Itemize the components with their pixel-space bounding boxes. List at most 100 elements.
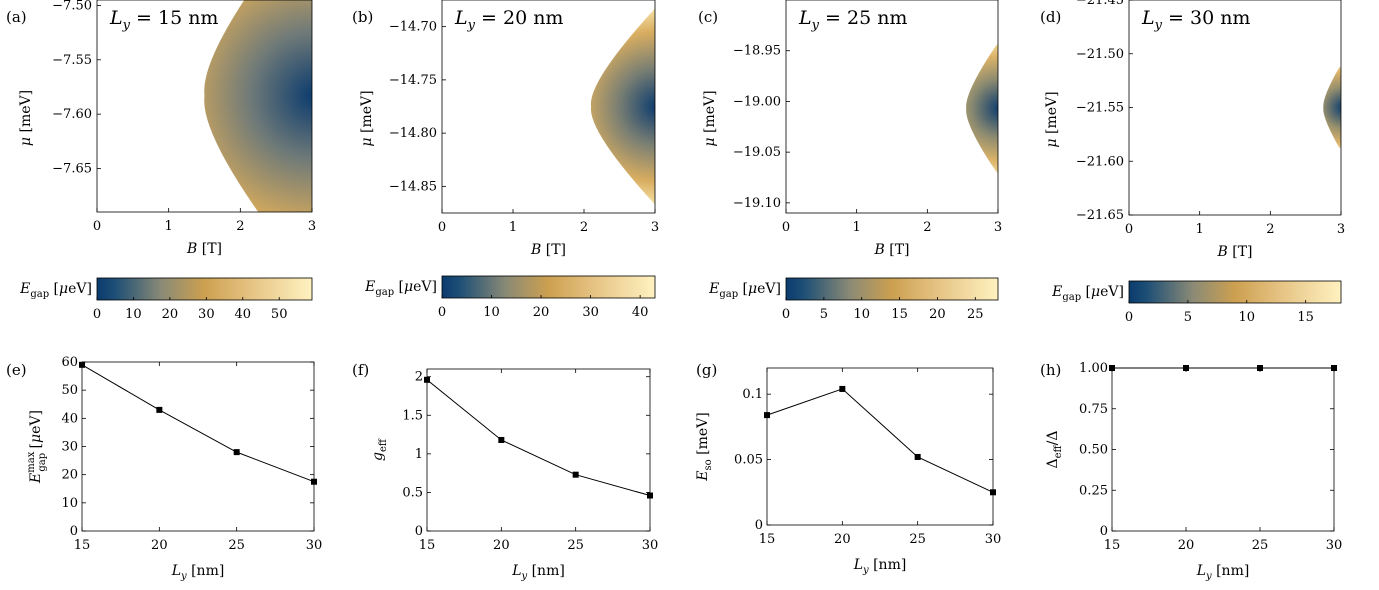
y-axis-label: Eso [meV] <box>695 412 714 481</box>
colorbar-tick-label: 30 <box>582 305 599 320</box>
x-tick-label: 0 <box>782 220 790 235</box>
plot-frame <box>81 361 315 532</box>
x-tick-label: 0 <box>1125 222 1133 237</box>
data-point <box>311 478 317 485</box>
colorbar-label-mu: μ <box>1091 284 1100 300</box>
y-axis-label-unit: [ <box>28 443 44 453</box>
x-tick-label: 3 <box>994 220 1002 235</box>
data-point <box>990 489 996 496</box>
x-axis-label-unit: [T] <box>197 241 222 257</box>
y-tick-label: −21.55 <box>1076 101 1124 116</box>
y-tick-label: −7.65 <box>52 162 92 177</box>
colorbar-label-end: eV] <box>413 279 437 295</box>
annotation-symbol: L <box>1141 7 1155 29</box>
colorbar-label-subscript: gap <box>719 289 738 300</box>
colorbar-label-end: eV] <box>757 281 781 297</box>
y-axis-label-symbol: μ <box>18 137 34 146</box>
plot-frame <box>1111 367 1335 532</box>
colorbar <box>96 277 313 301</box>
y-tick-label: −14.70 <box>389 20 437 35</box>
colorbar-tick-label: 15 <box>891 307 908 322</box>
y-axis-label-subscript: eff <box>378 438 389 452</box>
x-tick-label: 2 <box>236 219 244 234</box>
annotation-subscript: y <box>122 18 131 33</box>
plot-frame <box>441 0 656 214</box>
colorbar-label-end: eV] <box>1100 284 1124 300</box>
plot-frame <box>766 367 994 526</box>
y-axis-label-unit: [meV] <box>359 90 375 137</box>
y-axis-label-mu: μ <box>28 434 44 443</box>
y-tick-label: −19.05 <box>733 145 781 160</box>
y-axis-label-subscript: so <box>703 459 714 470</box>
colorbar-label-symbol: E <box>708 281 719 297</box>
y-tick-label: 2 <box>415 370 423 385</box>
data-point <box>498 436 505 443</box>
panel-annotation: Ly = 15 nm <box>109 7 218 33</box>
x-axis-label-unit: [T] <box>541 242 566 258</box>
x-axis-label: Ly [nm] <box>171 563 225 582</box>
colorbar <box>1128 280 1342 304</box>
colorbar-tick-label: 20 <box>162 307 179 322</box>
x-tick-label: 30 <box>306 538 323 553</box>
panel-annotation: Ly = 30 nm <box>1141 7 1250 33</box>
x-tick-label: 30 <box>1326 538 1343 553</box>
colorbar-tick-label: 50 <box>271 307 288 322</box>
x-tick-label: 25 <box>567 538 584 553</box>
panel-label: (e) <box>6 361 27 379</box>
x-tick-label: 3 <box>1337 222 1345 237</box>
topological-gap-region <box>1323 66 1341 149</box>
series-line <box>81 364 315 483</box>
colorbar-tick-label: 0 <box>93 307 101 322</box>
x-tick-label: 30 <box>642 538 659 553</box>
y-tick-label: 50 <box>61 383 78 398</box>
x-tick-label: 0 <box>438 220 446 235</box>
x-axis-label-subscript: y <box>520 571 527 582</box>
y-tick-label: 20 <box>61 468 78 483</box>
y-tick-label: −19.10 <box>733 196 781 211</box>
x-axis-label-symbol: L <box>1196 563 1206 579</box>
colorbar-tick-label: 20 <box>929 307 946 322</box>
y-axis-label: geff <box>370 438 389 461</box>
y-tick-label: −21.60 <box>1076 154 1124 169</box>
x-axis-label-unit: [T] <box>1228 244 1253 260</box>
data-point <box>647 492 653 499</box>
colorbar-label-unit: [ <box>49 281 59 297</box>
colorbar-tick-label: 25 <box>967 307 984 322</box>
colorbar-label-end: eV] <box>68 281 92 297</box>
colorbar-tick-label: 10 <box>483 305 500 320</box>
data-point <box>572 471 579 478</box>
y-tick-label: −14.75 <box>389 73 437 88</box>
plot-frame <box>785 0 999 214</box>
x-axis-label-symbol: L <box>171 563 181 579</box>
panel-label: (b) <box>352 8 373 26</box>
colorbar-tick-label: 15 <box>1297 310 1314 325</box>
x-axis-label: Ly [nm] <box>1196 563 1250 582</box>
colorbar-label: Egap [μeV] <box>364 279 437 298</box>
annotation-subscript: y <box>467 18 476 33</box>
x-axis-label-unit: [nm] <box>1212 563 1250 579</box>
data-point <box>424 376 430 383</box>
y-axis-label-symbol: E <box>695 470 711 481</box>
colorbar-label-symbol: E <box>1051 284 1062 300</box>
colorbar-tick-label: 0 <box>1125 310 1133 325</box>
y-axis-label: Δeff/Δ <box>1045 431 1064 469</box>
x-tick-label: 1 <box>1196 222 1204 237</box>
y-tick-label: 0.75 <box>1079 402 1108 417</box>
plot-background <box>786 0 998 213</box>
x-axis-label-unit: [T] <box>885 242 910 258</box>
colorbar-label: Egap [μeV] <box>708 281 781 300</box>
data-point <box>1257 365 1263 371</box>
y-axis-label: μ [meV] <box>359 90 375 146</box>
annotation-value: = 25 nm <box>819 7 907 29</box>
y-axis-label-symbol: μ <box>702 137 718 146</box>
data-point <box>839 385 846 392</box>
x-tick-label: 2 <box>923 220 931 235</box>
x-axis-label: Ly [nm] <box>511 563 565 582</box>
x-tick-label: 1 <box>165 219 173 234</box>
x-tick-label: 2 <box>1266 222 1274 237</box>
x-axis-label-subscript: y <box>180 571 187 582</box>
x-axis-label-subscript: y <box>1205 571 1212 582</box>
plot-frame <box>96 0 313 213</box>
topological-gap-region <box>591 7 655 206</box>
x-tick-label: 20 <box>834 532 851 547</box>
